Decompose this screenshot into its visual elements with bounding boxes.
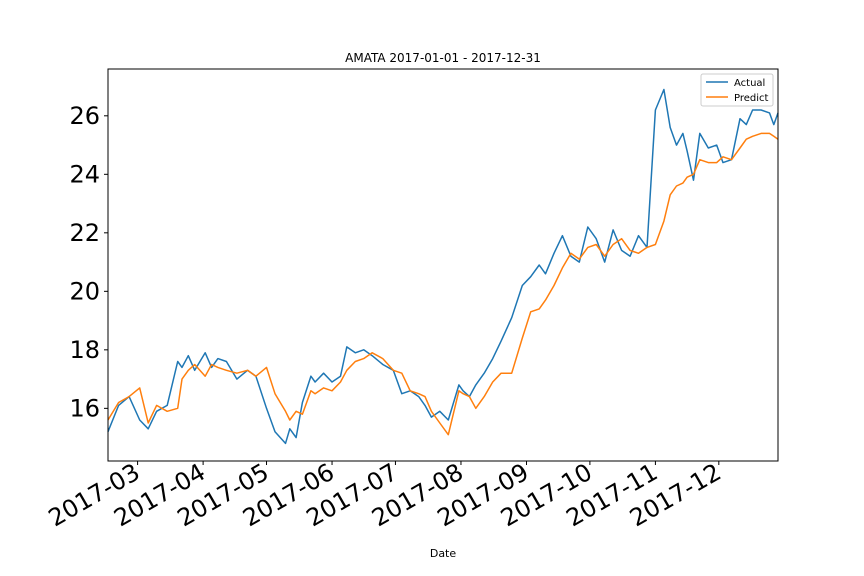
- y-axis: 16 18 20 22 24 26: [69, 102, 108, 422]
- y-tick-label: 18: [69, 336, 100, 364]
- plot-area-frame: [107, 68, 779, 462]
- legend: Actual Predict: [700, 73, 774, 107]
- chart-title: AMATA 2017-01-01 - 2017-12-31: [345, 51, 541, 65]
- y-tick-label: 24: [69, 160, 100, 188]
- y-tick-label: 16: [69, 394, 100, 422]
- y-tick-label: 20: [69, 277, 100, 305]
- x-axis: 2017-032017-042017-052017-062017-072017-…: [44, 458, 726, 532]
- legend-label-actual: Actual: [734, 78, 765, 89]
- x-axis-label: Date: [430, 547, 457, 560]
- y-tick-label: 22: [69, 219, 100, 247]
- series-line-actual: [107, 88, 779, 445]
- series-layer: [107, 88, 779, 445]
- series-line-predict: [107, 132, 779, 436]
- y-tick-label: 26: [69, 102, 100, 130]
- legend-label-predict: Predict: [734, 93, 769, 104]
